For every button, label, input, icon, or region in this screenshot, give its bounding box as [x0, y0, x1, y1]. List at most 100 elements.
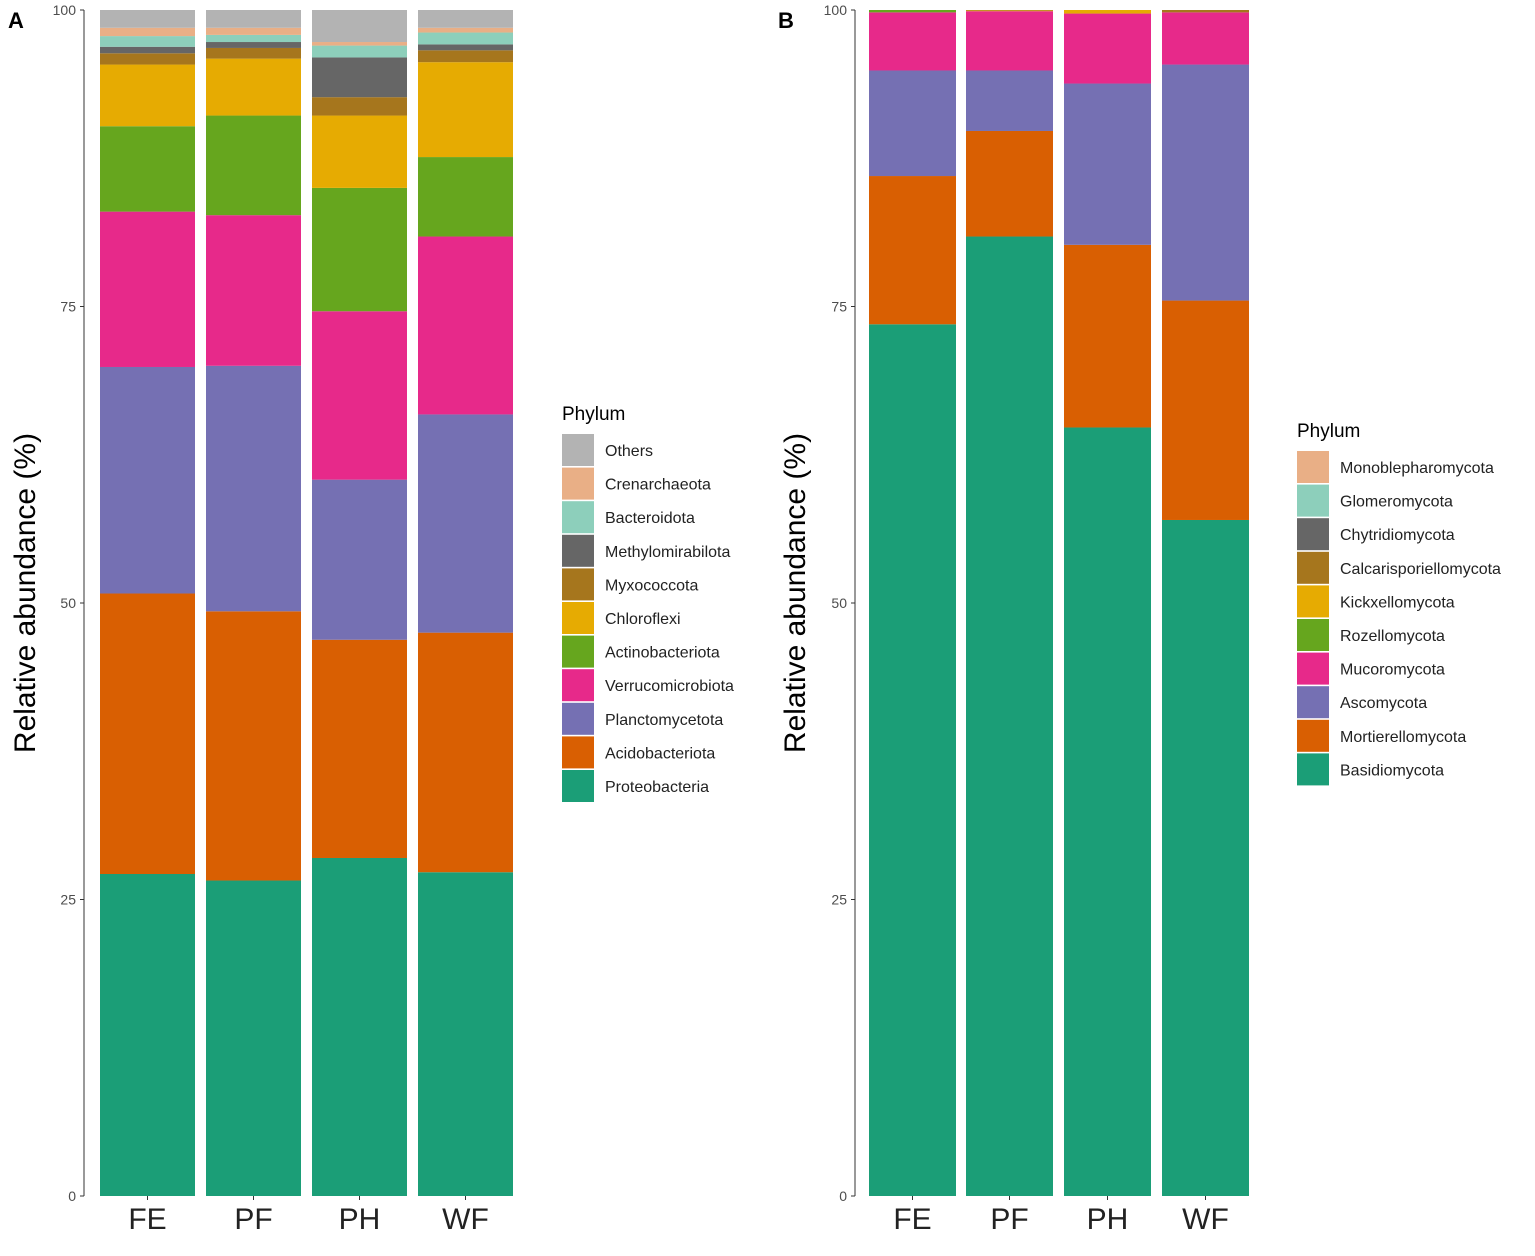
legend-key [1297, 652, 1329, 685]
bar-segment-planctomycetota [312, 479, 407, 640]
legend-label: Planctomycetota [605, 712, 723, 729]
legend-key [562, 534, 594, 567]
y-axis-title: Relative abundance (%) [779, 433, 812, 753]
legend-key [562, 635, 594, 668]
legend-key [1297, 484, 1329, 517]
bar-segment-mortierellomycota [1064, 244, 1151, 428]
legend-label: Methylomirabilota [605, 544, 730, 561]
bar-segment-verrucomicrobiota [418, 236, 513, 415]
bar-segment-planctomycetota [418, 414, 513, 633]
bar-segment-crenarchaeota [418, 27, 513, 33]
bar-segment-actinobacteriota [312, 187, 407, 312]
legend-key [562, 736, 594, 769]
x-tick-label: WF [1182, 1203, 1229, 1236]
y-tick-label: 75 [60, 299, 76, 315]
legend-label: Ascomycota [1340, 695, 1427, 712]
bar-segment-proteobacteria [312, 857, 407, 1196]
legend-label: Chytridiomycota [1340, 527, 1455, 544]
x-tick-label: FE [893, 1203, 931, 1236]
panel-label: A [8, 8, 24, 33]
legend-label: Myxococcota [605, 577, 698, 594]
bar-segment-proteobacteria [100, 874, 195, 1196]
legend-label: Kickxellomycota [1340, 594, 1455, 611]
legend-label: Bacteroidota [605, 510, 695, 527]
bar-segment-myxococcota [418, 50, 513, 63]
bar-segment-kickxellomycota [966, 10, 1053, 12]
bar-segment-actinobacteriota [206, 115, 301, 216]
bar-segment-basidiomycota [966, 236, 1053, 1196]
bar-segment-verrucomicrobiota [100, 211, 195, 367]
bar-segment-acidobacteriota [206, 611, 301, 881]
bar-segment-basidiomycota [1064, 427, 1151, 1196]
bar-segment-myxococcota [312, 97, 407, 116]
y-tick-label: 25 [60, 892, 76, 908]
legend-label: Acidobacteriota [605, 745, 715, 762]
bar-segment-chloroflexi [206, 58, 301, 116]
bar-segment-chloroflexi [100, 64, 195, 127]
x-tick-label: PF [234, 1203, 272, 1236]
bar-segment-verrucomicrobiota [312, 311, 407, 480]
y-tick-label: 50 [60, 595, 76, 611]
bar-segment-crenarchaeota [100, 27, 195, 37]
bar-segment-basidiomycota [869, 324, 956, 1196]
bar-segment-actinobacteriota [418, 157, 513, 237]
legend-title: Phylum [562, 404, 625, 425]
legend-key [1297, 518, 1329, 551]
bar-segment-others [312, 10, 407, 43]
bar-segment-others [418, 10, 513, 28]
bar-segment-crenarchaeota [206, 27, 301, 35]
bar-segment-bacteroidota [100, 36, 195, 47]
y-tick-label: 50 [831, 595, 847, 611]
bar-segment-others [100, 10, 195, 28]
bar-segment-bacteroidota [206, 34, 301, 43]
bar-segment-planctomycetota [206, 365, 301, 612]
legend-label: Mucoromycota [1340, 662, 1445, 679]
legend-label: Rozellomycota [1340, 628, 1445, 645]
legend-label: Verrucomicrobiota [605, 678, 734, 695]
bar-segment-planctomycetota [100, 366, 195, 594]
legend-label: Chloroflexi [605, 611, 681, 628]
bar-segment-acidobacteriota [312, 639, 407, 858]
legend-key [562, 434, 594, 466]
x-tick-label: PF [990, 1203, 1028, 1236]
legend-label: Basidiomycota [1340, 762, 1444, 779]
legend-key [562, 770, 594, 802]
legend-key [1297, 753, 1329, 786]
bar-segment-myxococcota [206, 47, 301, 59]
legend-key [1297, 719, 1329, 752]
bar-segment-methylomirabilota [206, 42, 301, 48]
legend-label: Others [605, 443, 653, 460]
bar-segment-rozellomycota [869, 10, 956, 13]
bar-segment-mucoromycota [966, 11, 1053, 71]
bar-segment-verrucomicrobiota [206, 215, 301, 366]
bar-segment-methylomirabilota [418, 44, 513, 51]
y-tick-label: 25 [831, 892, 847, 908]
bar-segment-ascomycota [869, 70, 956, 177]
bar-segment-proteobacteria [206, 880, 301, 1196]
bar-segment-mucoromycota [1162, 12, 1249, 65]
x-tick-label: PH [1087, 1203, 1129, 1236]
x-tick-label: WF [442, 1203, 489, 1236]
x-tick-label: PH [339, 1203, 381, 1236]
y-tick-label: 0 [68, 1188, 76, 1204]
legend-key [1297, 451, 1329, 483]
bar-segment-actinobacteriota [100, 126, 195, 212]
bar-segment-chloroflexi [418, 62, 513, 158]
bar-segment-ascomycota [966, 70, 1053, 131]
legend-key [1297, 619, 1329, 651]
bar-segment-basidiomycota [1162, 519, 1249, 1196]
y-tick-label: 100 [824, 2, 848, 18]
legend-key [1297, 686, 1329, 719]
y-tick-label: 75 [831, 299, 847, 315]
legend-label: Crenarchaeota [605, 477, 711, 494]
bar-segment-ascomycota [1162, 64, 1249, 301]
legend-key [562, 602, 594, 634]
bar-segment-kickxellomycota [1064, 10, 1151, 14]
x-tick-label: FE [128, 1203, 166, 1236]
bar-segment-myxococcota [100, 53, 195, 65]
legend-key [1297, 585, 1329, 618]
bar-segment-acidobacteriota [100, 593, 195, 875]
bar-segment-mortierellomycota [966, 130, 1053, 237]
bar-segment-mucoromycota [869, 12, 956, 71]
